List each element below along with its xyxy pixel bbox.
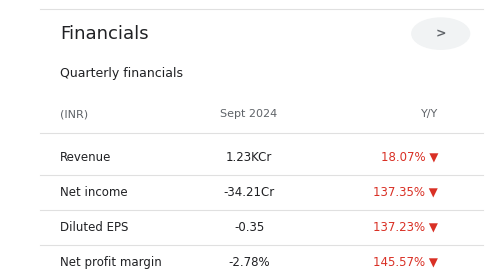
Text: -34.21Cr: -34.21Cr [224, 186, 274, 199]
Text: Sept 2024: Sept 2024 [221, 109, 277, 119]
Text: 137.23% ▼: 137.23% ▼ [374, 221, 438, 234]
Text: Revenue: Revenue [60, 151, 111, 164]
Text: -0.35: -0.35 [234, 221, 264, 234]
Text: 137.35% ▼: 137.35% ▼ [374, 186, 438, 199]
Circle shape [412, 18, 470, 49]
Text: Y/Y: Y/Y [421, 109, 438, 119]
Text: 145.57% ▼: 145.57% ▼ [374, 256, 438, 269]
Text: 1.23KCr: 1.23KCr [226, 151, 272, 164]
Text: >: > [435, 27, 446, 40]
Text: Net income: Net income [60, 186, 127, 199]
Text: Quarterly financials: Quarterly financials [60, 68, 183, 80]
Text: Net profit margin: Net profit margin [60, 256, 161, 269]
Text: 18.07% ▼: 18.07% ▼ [381, 151, 438, 164]
Text: Diluted EPS: Diluted EPS [60, 221, 128, 234]
Text: (INR): (INR) [60, 109, 88, 119]
Text: Financials: Financials [60, 25, 148, 43]
Text: -2.78%: -2.78% [228, 256, 270, 269]
